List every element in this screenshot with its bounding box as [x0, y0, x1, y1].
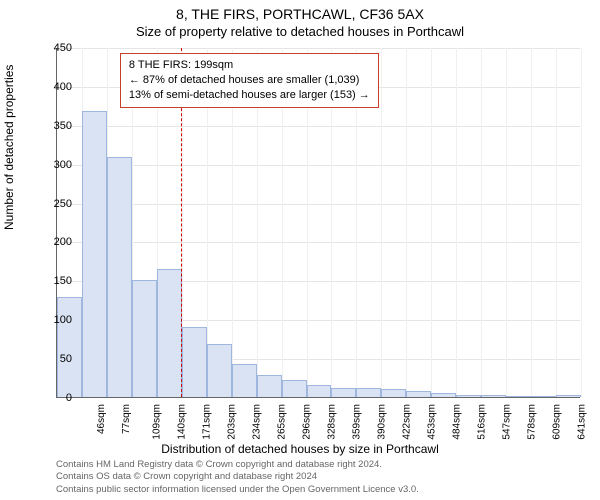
footer-line-1: Contains HM Land Registry data © Crown c…: [56, 459, 419, 471]
x-tick-label: 171sqm: [202, 404, 213, 440]
y-tick-label: 300: [32, 159, 72, 171]
histogram-bar: [132, 280, 157, 397]
gridline-v: [456, 48, 457, 397]
footer-line-2: Contains OS data © Crown copyright and d…: [56, 471, 419, 483]
histogram-bar: [157, 269, 182, 397]
x-tick-label: 46sqm: [96, 404, 107, 434]
x-tick-label: 641sqm: [576, 404, 587, 440]
histogram-bar: [307, 385, 332, 397]
gridline-h: [57, 48, 580, 49]
histogram-bar: [381, 389, 406, 397]
gridline-h: [57, 204, 580, 205]
footer-attribution: Contains HM Land Registry data © Crown c…: [56, 459, 419, 496]
histogram-bar: [207, 344, 232, 397]
histogram-bar: [82, 111, 107, 397]
histogram-bar: [531, 396, 556, 397]
x-tick-label: 140sqm: [177, 404, 188, 440]
gridline-h: [57, 242, 580, 243]
y-tick-label: 150: [32, 275, 72, 287]
histogram-bar: [481, 395, 506, 397]
y-axis-label: Number of detached properties: [2, 65, 16, 230]
x-tick-label: 547sqm: [501, 404, 512, 440]
y-tick-label: 0: [32, 392, 72, 404]
x-tick-label: 422sqm: [401, 404, 412, 440]
histogram-bar: [232, 364, 257, 397]
gridline-v: [556, 48, 557, 397]
histogram-bar: [331, 388, 356, 397]
x-tick-label: 453sqm: [426, 404, 437, 440]
footer-line-3: Contains public sector information licen…: [56, 484, 419, 496]
x-tick-label: 77sqm: [121, 404, 132, 434]
annotation-box: 8 THE FIRS: 199sqm← 87% of detached hous…: [120, 53, 379, 108]
x-tick-label: 359sqm: [352, 404, 363, 440]
histogram-bar: [182, 327, 207, 397]
histogram-bar: [556, 395, 581, 397]
plot-area: 8 THE FIRS: 199sqm← 87% of detached hous…: [56, 48, 580, 398]
x-tick-label: 516sqm: [476, 404, 487, 440]
x-tick-label: 109sqm: [152, 404, 163, 440]
x-tick-label: 390sqm: [377, 404, 388, 440]
y-tick-label: 350: [32, 120, 72, 132]
y-tick-label: 50: [32, 353, 72, 365]
y-tick-label: 200: [32, 236, 72, 248]
gridline-v: [581, 48, 582, 397]
gridline-v: [481, 48, 482, 397]
annotation-line: 13% of semi-detached houses are larger (…: [129, 88, 370, 103]
histogram-bar: [57, 297, 82, 397]
x-axis-label: Distribution of detached houses by size …: [0, 442, 600, 456]
histogram-bar: [456, 395, 481, 397]
annotation-line: ← 87% of detached houses are smaller (1,…: [129, 73, 370, 88]
x-tick-label: 234sqm: [252, 404, 263, 440]
gridline-v: [381, 48, 382, 397]
histogram-bar: [431, 393, 456, 397]
y-tick-label: 450: [32, 42, 72, 54]
x-tick-label: 578sqm: [526, 404, 537, 440]
y-tick-label: 400: [32, 81, 72, 93]
y-tick-label: 100: [32, 314, 72, 326]
histogram-bar: [257, 375, 282, 397]
y-tick-label: 250: [32, 198, 72, 210]
gridline-h: [57, 165, 580, 166]
x-tick-label: 203sqm: [227, 404, 238, 440]
histogram-bar: [356, 388, 381, 397]
x-tick-label: 484sqm: [451, 404, 462, 440]
chart-title-sub: Size of property relative to detached ho…: [0, 24, 600, 39]
histogram-bar: [107, 157, 132, 397]
chart-title-main: 8, THE FIRS, PORTHCAWL, CF36 5AX: [0, 6, 600, 22]
x-tick-label: 296sqm: [302, 404, 313, 440]
chart-container: 8, THE FIRS, PORTHCAWL, CF36 5AX Size of…: [0, 0, 600, 500]
x-tick-label: 265sqm: [277, 404, 288, 440]
x-tick-label: 609sqm: [551, 404, 562, 440]
gridline-h: [57, 126, 580, 127]
histogram-bar: [282, 380, 307, 397]
gridline-v: [531, 48, 532, 397]
histogram-bar: [506, 396, 531, 397]
gridline-v: [406, 48, 407, 397]
gridline-v: [506, 48, 507, 397]
gridline-v: [431, 48, 432, 397]
x-tick-label: 328sqm: [327, 404, 338, 440]
annotation-line: 8 THE FIRS: 199sqm: [129, 58, 370, 73]
histogram-bar: [406, 391, 431, 397]
